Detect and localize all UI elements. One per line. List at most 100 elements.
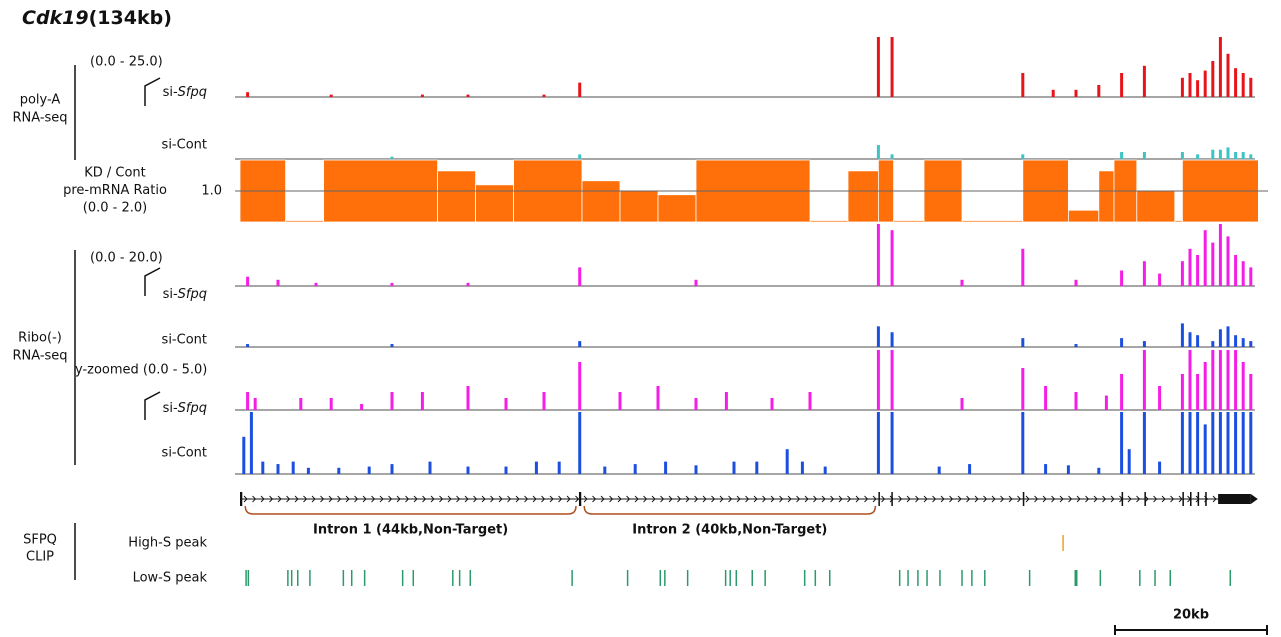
strand-arrow [1127, 495, 1132, 503]
coverage-bar [1234, 350, 1238, 410]
clip-label: Low-S peak [133, 571, 208, 586]
ratio-block [475, 184, 515, 223]
strand-arrow [507, 495, 512, 503]
coverage-bar [808, 392, 812, 410]
strand-arrow [354, 495, 359, 503]
coverage-bar [960, 279, 964, 286]
range-label: (0.0 - 20.0) [90, 251, 163, 266]
coverage-bar [732, 461, 736, 474]
coverage-bar [276, 464, 280, 474]
coverage-bar [876, 350, 880, 410]
strand-arrow [643, 495, 648, 503]
coverage-bar [390, 464, 394, 474]
strand-arrow [600, 495, 605, 503]
strand-arrow [1153, 495, 1158, 503]
track-label-prefix: si- [163, 401, 178, 416]
coverage-bar [1051, 89, 1055, 97]
coverage-bar [890, 37, 894, 97]
coverage-bar [1021, 338, 1025, 347]
coverage-bar [1188, 332, 1192, 347]
strand-arrow [719, 495, 724, 503]
strand-arrow [787, 495, 792, 503]
coverage-bar [1218, 37, 1222, 97]
strand-arrow [804, 495, 809, 503]
coverage-bar [937, 466, 941, 474]
coverage-bar [694, 279, 698, 286]
coverage-bar [1158, 273, 1162, 286]
strand-arrow [260, 495, 265, 503]
coverage-bar [390, 344, 394, 347]
strand-arrow [974, 495, 979, 503]
coverage-bar [1234, 255, 1238, 286]
strand-arrow [456, 495, 461, 503]
coverage-bar [578, 267, 582, 286]
strand-arrow [660, 495, 665, 503]
coverage-bar [1241, 338, 1245, 347]
coverage-bar [823, 466, 827, 474]
coverage-bar [1218, 329, 1222, 347]
coverage-bar [1241, 152, 1245, 159]
ratio-block [1136, 190, 1176, 223]
coverage-bar [724, 392, 728, 410]
strand-arrow [549, 495, 554, 503]
strand-arrow [243, 495, 248, 503]
coverage-bar [1158, 461, 1162, 474]
strand-arrow [320, 495, 325, 503]
coverage-bar [534, 461, 538, 474]
coverage-bar [1234, 412, 1238, 474]
coverage-bar [968, 464, 972, 474]
strand-arrow [949, 495, 954, 503]
strand-arrow [396, 495, 401, 503]
strand-arrow [490, 495, 495, 503]
strand-arrow [728, 495, 733, 503]
coverage-bar [1226, 350, 1230, 410]
strand-arrow [1212, 495, 1217, 503]
strand-arrow [830, 495, 835, 503]
strand-arrow [1034, 495, 1039, 503]
strand-arrow [481, 495, 486, 503]
coverage-bar [1249, 77, 1253, 97]
coverage-bar [1158, 386, 1162, 410]
coverage-bar [1180, 374, 1184, 410]
coverage-bar [420, 392, 424, 410]
strand-arrow [252, 495, 257, 503]
coverage-bar [603, 466, 607, 474]
coverage-bar [360, 404, 364, 410]
scale-label: 20kb [1173, 608, 1209, 623]
strand-arrow [813, 495, 818, 503]
strand-arrow [694, 495, 699, 503]
strand-arrow [532, 495, 537, 503]
coverage-bar [578, 82, 582, 97]
strand-arrow [864, 495, 869, 503]
coverage-bar [1074, 89, 1078, 97]
exon [1121, 492, 1124, 506]
exon [1205, 492, 1207, 506]
strand-arrow [711, 495, 716, 503]
strand-arrow [1144, 495, 1149, 503]
track-label-prefix: si- [163, 287, 178, 302]
coverage-bar [1241, 362, 1245, 410]
exon [1144, 492, 1146, 506]
exon [891, 492, 893, 506]
ratio-label: pre-mRNA Ratio [63, 183, 167, 198]
coverage-bar [618, 392, 622, 410]
group-label: CLIP [26, 550, 54, 565]
coverage-bar [1196, 154, 1200, 159]
coverage-bar [1142, 261, 1146, 286]
ratio-block [657, 194, 697, 223]
strand-arrow [1017, 495, 1022, 503]
strand-arrow [277, 495, 282, 503]
track-label: si-Sfpq [163, 85, 207, 100]
coverage-bar [466, 282, 470, 286]
track-label: si-Sfpq [163, 287, 207, 302]
strand-arrow [583, 495, 588, 503]
coverage-bar [1211, 149, 1215, 159]
coverage-bar [1188, 350, 1192, 410]
coverage-bar [1218, 224, 1222, 286]
strand-arrow [1170, 495, 1175, 503]
strand-arrow [796, 495, 801, 503]
track-label-gene: Sfpq [178, 401, 207, 416]
coverage-bar [246, 276, 250, 286]
group-label: Ribo(-) [18, 331, 62, 346]
strand-arrow [345, 495, 350, 503]
